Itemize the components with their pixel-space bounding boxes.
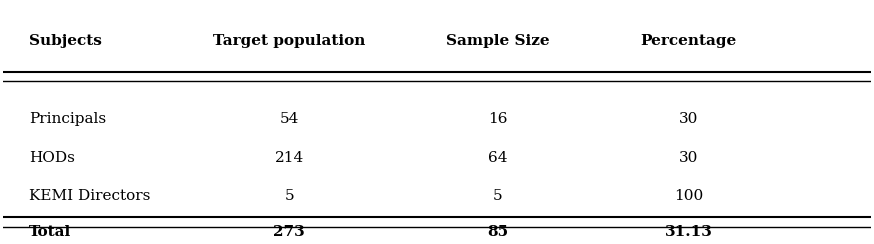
Text: Principals: Principals xyxy=(29,112,106,126)
Text: Subjects: Subjects xyxy=(29,34,101,48)
Text: Percentage: Percentage xyxy=(641,34,737,48)
Text: Total: Total xyxy=(29,225,71,239)
Text: KEMI Directors: KEMI Directors xyxy=(29,189,150,203)
Text: 30: 30 xyxy=(679,151,698,165)
Text: 31.13: 31.13 xyxy=(665,225,713,239)
Text: 85: 85 xyxy=(487,225,509,239)
Text: 5: 5 xyxy=(285,189,295,203)
Text: Sample Size: Sample Size xyxy=(446,34,550,48)
Text: HODs: HODs xyxy=(29,151,74,165)
Text: 273: 273 xyxy=(274,225,305,239)
Text: 100: 100 xyxy=(674,189,704,203)
Text: 54: 54 xyxy=(280,112,299,126)
Text: Target population: Target population xyxy=(213,34,365,48)
Text: 214: 214 xyxy=(274,151,304,165)
Text: 16: 16 xyxy=(488,112,508,126)
Text: 5: 5 xyxy=(493,189,503,203)
Text: 30: 30 xyxy=(679,112,698,126)
Text: 64: 64 xyxy=(488,151,508,165)
